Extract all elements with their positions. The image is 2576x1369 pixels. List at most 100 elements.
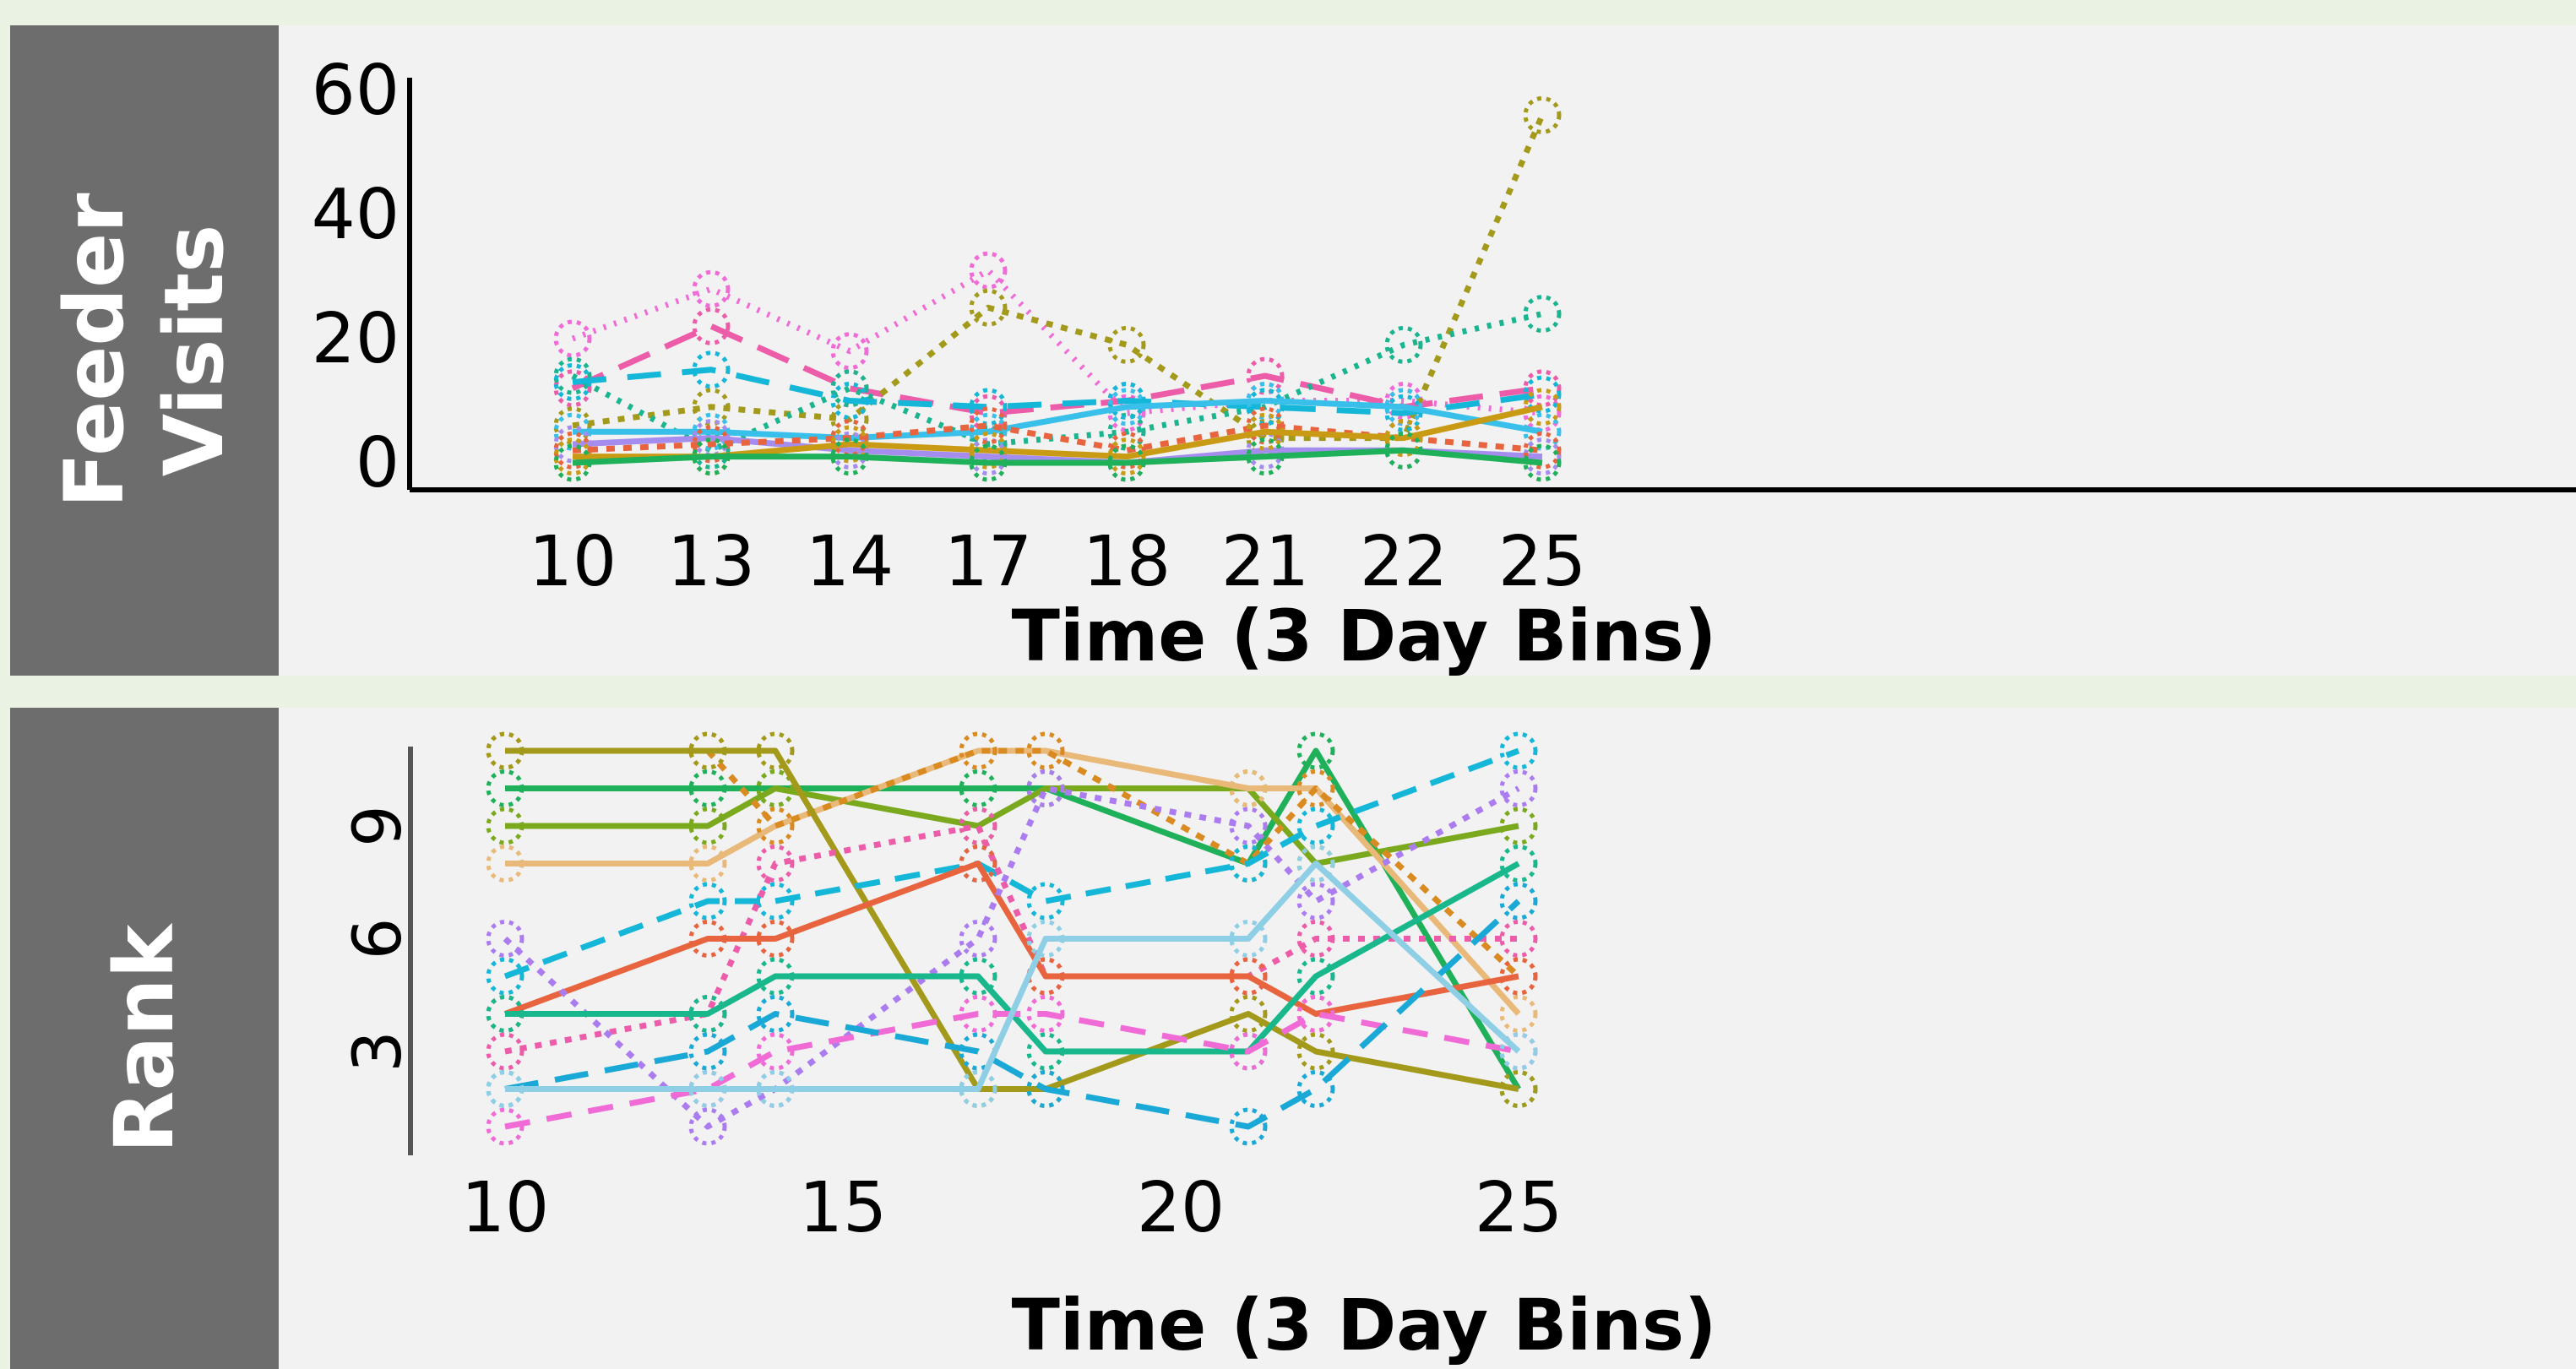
- x-tick-label: 15: [799, 1168, 887, 1248]
- x-tick-label: 21: [1221, 522, 1309, 602]
- data-point: [830, 419, 869, 458]
- data-point: [1296, 845, 1335, 883]
- data-point: [553, 425, 592, 464]
- y-tick-label: 6: [340, 918, 416, 960]
- data-point: [830, 332, 869, 371]
- data-point: [1107, 325, 1146, 364]
- data-point: [692, 425, 731, 464]
- data-point: [969, 251, 1008, 290]
- feeder-visits-label: Feeder Visits: [45, 193, 244, 508]
- data-point: [1026, 731, 1065, 770]
- series-line: [503, 747, 1520, 980]
- data-point: [969, 431, 1008, 470]
- data-point: [1523, 443, 1562, 482]
- data-point: [1107, 388, 1146, 426]
- data-point: [486, 807, 524, 845]
- data-point: [1384, 325, 1423, 364]
- data-point: [1296, 1032, 1335, 1071]
- feeder-visits-label-line-2: Visits: [147, 224, 242, 477]
- data-point: [1296, 807, 1335, 845]
- data-point: [688, 1107, 727, 1146]
- data-point: [692, 307, 731, 345]
- data-point: [1384, 388, 1423, 426]
- data-point: [486, 731, 524, 770]
- data-point: [692, 269, 731, 308]
- data-point: [1026, 995, 1065, 1033]
- data-point: [553, 412, 592, 451]
- data-point: [1296, 1070, 1335, 1108]
- data-point: [1523, 369, 1562, 408]
- data-point: [486, 957, 524, 996]
- data-point: [1523, 388, 1562, 426]
- feeder-visits-panel: Feeder Visits 0 20 40 60 10 13 14 17 18 21 22 25 Tim…: [10, 25, 2576, 677]
- data-point: [553, 437, 592, 476]
- data-point: [1107, 412, 1146, 451]
- series-9: [553, 431, 1562, 482]
- data-point: [1296, 769, 1335, 807]
- x-tick-label: 10: [461, 1168, 549, 1248]
- data-point: [1523, 437, 1562, 476]
- data-point: [1523, 95, 1562, 134]
- x-tick-label: 10: [529, 522, 617, 602]
- data-point: [688, 845, 727, 883]
- data-point: [688, 769, 727, 807]
- data-point: [692, 412, 731, 451]
- data-point: [959, 845, 997, 883]
- data-point: [553, 319, 592, 358]
- data-point: [1499, 882, 1538, 921]
- data-point: [830, 425, 869, 464]
- data-point: [1499, 769, 1538, 807]
- data-point: [830, 382, 869, 420]
- data-point: [1384, 394, 1423, 432]
- data-point: [553, 369, 592, 408]
- data-point: [688, 1070, 727, 1108]
- rank-plot-area: 3 6 9 10 15 20 25 Time (3 Day Bins): [279, 708, 2576, 1369]
- data-point: [1296, 731, 1335, 770]
- data-point: [692, 437, 731, 476]
- data-point: [1499, 1032, 1538, 1071]
- data-point: [756, 920, 795, 958]
- data-point: [1499, 995, 1538, 1033]
- data-point: [756, 807, 795, 845]
- data-point: [1246, 437, 1285, 476]
- data-point: [1229, 1032, 1268, 1071]
- data-point: [1246, 406, 1285, 445]
- series-3: [553, 295, 1562, 470]
- series-line: [503, 861, 1519, 1017]
- data-point: [1229, 769, 1268, 807]
- data-point: [959, 807, 997, 845]
- data-point: [486, 1107, 524, 1146]
- series-line: [505, 747, 1521, 1016]
- data-point: [486, 769, 524, 807]
- data-point: [1107, 443, 1146, 482]
- x-tick-label: 14: [806, 522, 894, 602]
- x-tick-label: 18: [1083, 522, 1171, 602]
- data-point: [1499, 1070, 1538, 1108]
- data-point: [688, 995, 727, 1033]
- data-point: [756, 1070, 795, 1108]
- data-point: [1229, 995, 1268, 1033]
- data-point: [830, 369, 869, 408]
- data-point: [969, 425, 1008, 464]
- series-2: [553, 95, 1562, 458]
- x-tick-label: 25: [1498, 522, 1586, 602]
- y-tick-label: 60: [312, 51, 399, 131]
- series-line: [505, 785, 1519, 866]
- data-point: [830, 431, 869, 470]
- data-point: [756, 957, 795, 996]
- data-point: [969, 288, 1008, 327]
- rank-panel: Rank 3 6 9 10 15 20 25 Time (3 Day Bins): [10, 708, 2576, 1369]
- data-point: [1026, 882, 1065, 921]
- data-point: [1107, 431, 1146, 470]
- series-12: [486, 845, 1538, 1108]
- data-point: [1229, 845, 1268, 883]
- data-point: [959, 731, 997, 770]
- data-point: [1523, 412, 1562, 451]
- data-point: [1107, 382, 1146, 420]
- data-point: [688, 920, 727, 958]
- data-point: [969, 388, 1008, 426]
- data-point: [1229, 920, 1268, 958]
- data-point: [1384, 419, 1423, 458]
- x-tick-label: 25: [1475, 1168, 1562, 1248]
- data-point: [1499, 731, 1538, 770]
